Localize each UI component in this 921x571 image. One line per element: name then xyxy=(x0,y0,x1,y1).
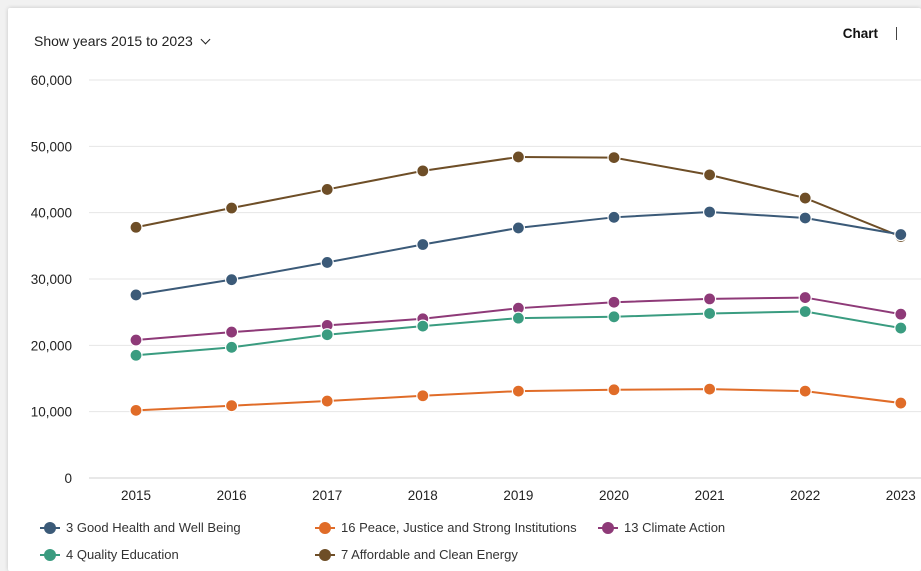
data-point[interactable] xyxy=(320,328,334,342)
chart-card xyxy=(8,8,921,571)
data-point[interactable] xyxy=(320,255,334,270)
series-line[interactable] xyxy=(129,304,908,362)
y-axis-tick-labels: 0 10,000 20,000 30,000 40,000 50,000 60,000 xyxy=(31,73,72,486)
chart-legend: 3 Good Health and Well Being 16 Peace, Ju… xyxy=(40,520,900,570)
data-point[interactable] xyxy=(607,210,621,224)
data-point[interactable] xyxy=(511,150,526,164)
x-tick-label: 2020 xyxy=(599,488,629,503)
data-point[interactable] xyxy=(798,384,812,398)
data-point[interactable] xyxy=(702,292,717,306)
x-tick-label: 2023 xyxy=(886,488,916,503)
legend-label: 7 Affordable and Clean Energy xyxy=(341,547,518,562)
data-point[interactable] xyxy=(511,311,526,325)
y-tick-label: 60,000 xyxy=(31,73,72,88)
x-axis-tick-labels: 2015 2016 2017 2018 2019 2020 2021 2022 2023 xyxy=(121,488,916,503)
legend-marker-icon xyxy=(315,521,335,534)
data-point[interactable] xyxy=(511,384,526,398)
data-point[interactable] xyxy=(320,182,334,197)
grid-lines xyxy=(89,79,921,479)
data-point[interactable] xyxy=(702,306,717,321)
data-point[interactable] xyxy=(702,205,717,219)
data-point[interactable] xyxy=(607,310,621,324)
series-line[interactable] xyxy=(129,382,908,417)
data-point[interactable] xyxy=(225,201,239,215)
x-tick-label: 2018 xyxy=(408,488,438,503)
legend-item[interactable]: 4 Quality Education xyxy=(40,547,179,562)
x-tick-label: 2022 xyxy=(790,488,820,503)
legend-marker-icon xyxy=(315,548,335,561)
data-point[interactable] xyxy=(416,237,430,252)
data-point[interactable] xyxy=(416,319,430,333)
legend-marker-icon xyxy=(40,548,60,561)
x-tick-label: 2019 xyxy=(503,488,533,503)
legend-item[interactable]: 7 Affordable and Clean Energy xyxy=(315,547,518,562)
x-tick-label: 2016 xyxy=(217,488,247,503)
data-point[interactable] xyxy=(607,151,621,165)
legend-item[interactable]: 13 Climate Action xyxy=(598,520,725,535)
legend-marker-icon xyxy=(40,521,60,534)
legend-marker-icon xyxy=(598,521,618,534)
data-point[interactable] xyxy=(225,273,239,287)
legend-label: 13 Climate Action xyxy=(624,520,726,535)
line-chart: 0 10,000 20,000 30,000 40,000 50,000 60,000 20… xyxy=(31,73,921,503)
y-tick-label: 30,000 xyxy=(31,272,72,287)
data-point[interactable] xyxy=(416,389,430,403)
data-point[interactable] xyxy=(511,221,526,235)
data-point[interactable] xyxy=(129,348,143,362)
legend-label: 16 Peace, Justice and Strong Institution… xyxy=(341,520,577,535)
series-group xyxy=(129,150,908,417)
data-point[interactable] xyxy=(798,290,812,305)
year-range-dropdown[interactable]: Show years 2015 to 2023 xyxy=(34,33,211,49)
data-point[interactable] xyxy=(416,164,430,178)
legend-label: 4 Quality Education xyxy=(66,547,179,562)
legend-item[interactable]: 16 Peace, Justice and Strong Institution… xyxy=(315,520,577,535)
series-line[interactable] xyxy=(129,205,908,302)
y-tick-label: 50,000 xyxy=(31,139,72,154)
data-point[interactable] xyxy=(225,325,239,339)
data-point[interactable] xyxy=(894,227,908,242)
view-toggle: Chart xyxy=(843,26,897,41)
data-point[interactable] xyxy=(798,304,812,319)
y-tick-label: 0 xyxy=(64,471,72,486)
data-point[interactable] xyxy=(607,295,621,309)
series-line[interactable] xyxy=(129,290,908,347)
data-point[interactable] xyxy=(129,403,143,417)
data-point[interactable] xyxy=(607,383,621,397)
tab-chart[interactable]: Chart xyxy=(842,26,878,41)
view-toggle-divider xyxy=(896,27,897,40)
x-tick-label: 2015 xyxy=(121,488,151,503)
data-point[interactable] xyxy=(702,168,717,182)
legend-label: 3 Good Health and Well Being xyxy=(66,520,241,535)
data-point[interactable] xyxy=(225,399,239,413)
x-tick-label: 2017 xyxy=(312,488,342,503)
data-point[interactable] xyxy=(702,382,717,396)
y-tick-label: 10,000 xyxy=(31,405,72,420)
data-point[interactable] xyxy=(798,191,812,205)
data-point[interactable] xyxy=(129,288,143,302)
data-point[interactable] xyxy=(894,396,908,410)
data-point[interactable] xyxy=(798,211,812,225)
data-point[interactable] xyxy=(129,220,143,234)
data-point[interactable] xyxy=(320,394,334,408)
y-tick-label: 40,000 xyxy=(31,206,72,221)
y-tick-label: 20,000 xyxy=(31,338,72,353)
data-point[interactable] xyxy=(894,307,908,321)
year-range-label: Show years 2015 to 2023 xyxy=(34,33,193,49)
data-point[interactable] xyxy=(225,340,239,354)
data-point[interactable] xyxy=(129,333,143,347)
data-point[interactable] xyxy=(894,321,908,335)
x-tick-label: 2021 xyxy=(695,488,725,503)
legend-item[interactable]: 3 Good Health and Well Being xyxy=(40,520,241,535)
